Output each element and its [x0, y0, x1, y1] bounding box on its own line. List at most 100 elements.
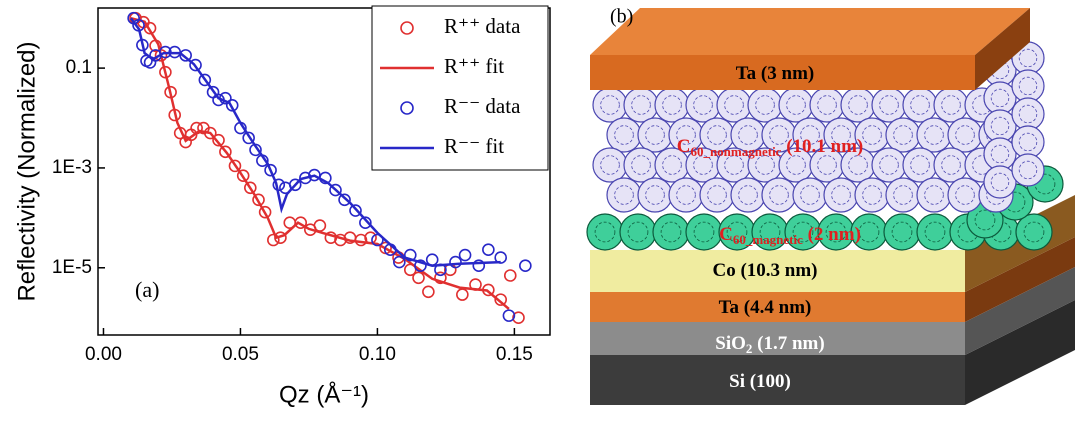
c60-cage — [924, 185, 944, 205]
layer-label-part: SiO — [715, 333, 746, 354]
c60-cage — [817, 155, 837, 175]
c60-cage — [831, 125, 851, 145]
legend-label: R⁻⁻ fit — [444, 134, 504, 158]
layer-label: Ta (3 nm) — [736, 63, 814, 84]
data-point — [299, 171, 312, 185]
c60 — [586, 213, 624, 251]
c60-cage — [800, 185, 820, 205]
c60-cage — [848, 155, 868, 175]
data-point — [349, 204, 362, 217]
c60-cage — [660, 221, 682, 243]
data-point — [482, 243, 495, 257]
data-point — [458, 248, 472, 262]
c60 — [983, 165, 1017, 199]
c60-cage — [990, 88, 1010, 108]
c60-cage — [693, 155, 713, 175]
panel-label: (a) — [135, 277, 159, 302]
c60 — [592, 87, 628, 123]
c60 — [823, 177, 859, 213]
data-point — [179, 49, 192, 62]
c60-cage — [645, 125, 665, 145]
c60-cage — [1018, 48, 1038, 68]
c60 — [637, 177, 673, 213]
layer-ta-top — [590, 55, 975, 90]
c60 — [685, 87, 721, 123]
x-axis-label: Qz (Å⁻¹) — [279, 380, 369, 408]
c60-cage — [817, 95, 837, 115]
data-point — [519, 259, 532, 273]
data-point — [338, 193, 351, 207]
c60 — [885, 117, 921, 153]
c60-cage — [738, 185, 758, 205]
c60-cage — [891, 221, 913, 243]
data-point — [503, 269, 517, 282]
c60 — [619, 213, 657, 251]
c60-cage — [974, 209, 996, 231]
data-point — [198, 73, 212, 87]
data-point — [143, 21, 157, 35]
c60-cage — [693, 95, 713, 115]
c60 — [902, 87, 938, 123]
layer-label: Co (10.3 nm) — [712, 260, 817, 281]
data-point — [252, 193, 265, 207]
c60-cage — [941, 155, 961, 175]
c60-cage — [910, 95, 930, 115]
layer-label-subscript: 60_nonmagnetic — [690, 144, 781, 159]
c60-cage — [594, 221, 616, 243]
c60 — [916, 117, 952, 153]
layer-ta-bottom — [590, 292, 965, 322]
plot-frame — [97, 7, 551, 336]
layer-label-part: C — [719, 224, 733, 245]
layer-label: SiO2 (1.7 nm) — [715, 333, 824, 356]
c60 — [716, 87, 752, 123]
c60-cage — [769, 125, 789, 145]
c60 — [761, 177, 797, 213]
y-tick-label: 1E-3 — [52, 157, 92, 178]
c60-cage — [879, 155, 899, 175]
layer-label: Ta (4.4 nm) — [719, 297, 812, 318]
c60-cage — [614, 185, 634, 205]
c60-cage — [990, 172, 1010, 192]
c60 — [654, 87, 690, 123]
c60-cage — [693, 221, 715, 243]
c60-cage — [924, 125, 944, 145]
c60-cage — [955, 125, 975, 145]
c60 — [606, 117, 642, 153]
c60 — [871, 87, 907, 123]
c60 — [983, 137, 1017, 171]
c60 — [668, 177, 704, 213]
c60 — [1015, 213, 1053, 251]
y-tick-label: 0.1 — [66, 57, 92, 78]
fit-line — [129, 17, 501, 267]
data-point — [403, 248, 417, 262]
data-point — [393, 255, 406, 269]
data-point — [236, 169, 250, 182]
c60-cage — [627, 221, 649, 243]
c60 — [933, 147, 969, 183]
c60-cage — [893, 185, 913, 205]
data-point — [244, 181, 257, 195]
layer-co — [590, 250, 965, 292]
data-point — [242, 131, 255, 145]
data-point — [472, 259, 486, 273]
c60-cage — [1023, 221, 1045, 243]
data-point — [219, 145, 232, 159]
c60 — [623, 147, 659, 183]
legend-swatch — [400, 101, 414, 115]
legend-swatch — [400, 21, 414, 35]
c60-cage — [1018, 104, 1038, 124]
layer-side — [965, 267, 1075, 355]
c60 — [652, 213, 690, 251]
layer-label-part: (10.1 nm) — [781, 136, 863, 157]
layer-label-part: (1.7 nm) — [752, 333, 824, 354]
data-point — [412, 271, 425, 285]
layer-si — [590, 355, 965, 405]
layer-label-subscript: 2 — [746, 341, 753, 356]
layer-label-part: (2 nm) — [803, 224, 861, 245]
fit-line — [130, 16, 510, 310]
c60-cage — [662, 155, 682, 175]
c60 — [637, 117, 673, 153]
c60-cage — [769, 185, 789, 205]
layer-label-part: Si (100) — [729, 371, 791, 392]
data-point — [212, 133, 225, 147]
